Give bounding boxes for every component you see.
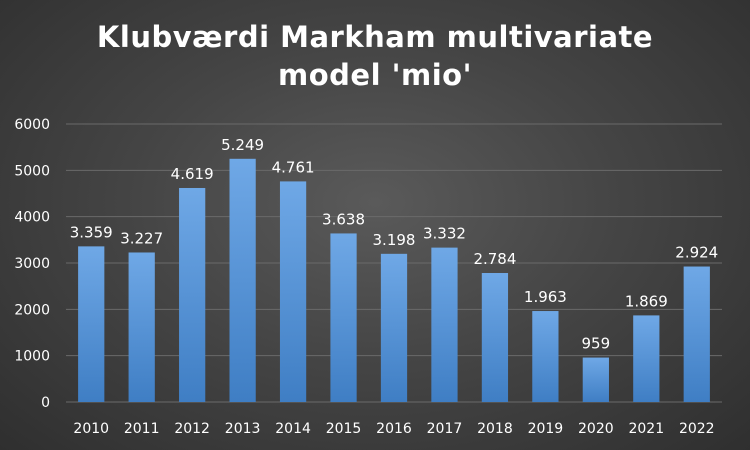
x-tick-label: 2017 xyxy=(427,421,463,437)
data-label-2015: 3.638 xyxy=(322,210,365,228)
x-tick-label: 2019 xyxy=(528,421,564,437)
y-tick-label: 5000 xyxy=(14,163,50,179)
data-label-2013: 5.249 xyxy=(221,136,264,154)
x-tick-label: 2014 xyxy=(275,421,311,437)
bar-2020 xyxy=(582,357,609,402)
data-label-2012: 4.619 xyxy=(171,165,214,183)
y-axis: 0 1000 2000 3000 4000 5000 6000 xyxy=(14,117,50,411)
data-label-2011: 3.227 xyxy=(120,229,163,247)
x-tick-label: 2021 xyxy=(628,421,664,437)
x-tick-label: 2010 xyxy=(73,421,109,437)
data-label-2010: 3.359 xyxy=(70,223,113,241)
y-tick-label: 6000 xyxy=(14,117,50,133)
x-tick-label: 2018 xyxy=(477,421,513,437)
x-tick-label: 2012 xyxy=(174,421,210,437)
data-label-2018: 2.784 xyxy=(473,250,516,268)
bar-2011 xyxy=(128,252,155,402)
x-axis: 2010 2011 2012 2013 2014 2015 2016 2017 2018 2019… xyxy=(73,421,714,437)
y-tick-label: 1000 xyxy=(14,349,50,365)
data-label-2021: 1.869 xyxy=(625,292,668,310)
x-tick-label: 2013 xyxy=(225,421,261,437)
data-label-2022: 2.924 xyxy=(675,244,718,262)
bar-2018 xyxy=(481,273,509,402)
bar-2014 xyxy=(279,181,307,402)
chart-title-line-2: model 'mio' xyxy=(278,58,472,92)
bars: 3.359 3.227 4.619 5.249 4.761 3.638 3.198 3.332… xyxy=(70,136,718,402)
x-tick-label: 2015 xyxy=(326,421,362,437)
x-tick-label: 2020 xyxy=(578,421,614,437)
bar-2019 xyxy=(532,311,559,402)
data-label-2016: 3.198 xyxy=(373,231,416,249)
bar-2021 xyxy=(633,315,660,402)
y-tick-label: 0 xyxy=(41,395,50,411)
y-tick-label: 2000 xyxy=(14,302,50,318)
bar-2010 xyxy=(78,246,105,402)
bar-2017 xyxy=(431,247,458,402)
data-label-2019: 1.963 xyxy=(524,288,567,306)
bar-2022 xyxy=(683,266,710,402)
bar-2012 xyxy=(179,187,206,402)
y-tick-label: 3000 xyxy=(14,256,50,272)
bar-2013 xyxy=(229,158,256,402)
data-label-2017: 3.332 xyxy=(423,225,466,243)
bar-2016 xyxy=(380,253,408,402)
bar-2015 xyxy=(330,233,357,402)
x-tick-label: 2022 xyxy=(679,421,715,437)
data-label-2020: 959 xyxy=(582,335,611,353)
x-tick-label: 2011 xyxy=(124,421,160,437)
data-label-2014: 4.761 xyxy=(272,158,315,176)
chart-title-line-1: Klubværdi Markham multivariate xyxy=(96,20,654,54)
y-tick-label: 4000 xyxy=(14,210,50,226)
chart-title: Klubværdi Markham multivariate model 'mi… xyxy=(0,18,750,94)
x-tick-label: 2016 xyxy=(376,421,412,437)
